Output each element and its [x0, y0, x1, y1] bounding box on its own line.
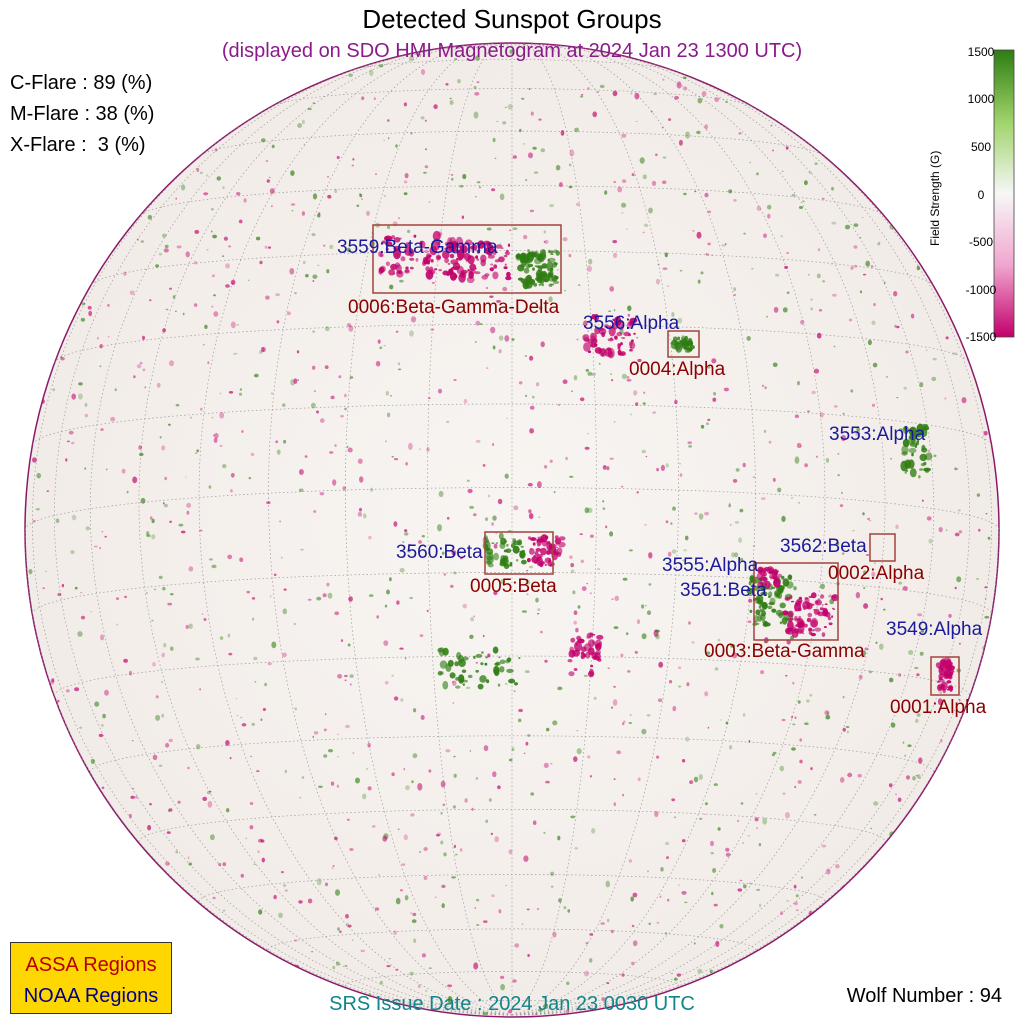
assa-label-0001[interactable]: 0001:Alpha	[890, 697, 987, 718]
region-box-0006[interactable]	[372, 224, 562, 294]
colorbar-tick: -1500	[965, 330, 997, 344]
region-box-0002[interactable]	[869, 533, 896, 562]
noaa-label-3555[interactable]: 3555:Alpha	[662, 555, 759, 576]
noaa-label-3556[interactable]: 3556:Alpha	[583, 313, 680, 334]
c-flare-probability: C-Flare : 89 (%)	[10, 72, 153, 94]
noaa-label-3562[interactable]: 3562:Beta	[780, 536, 867, 557]
colorbar-tick: -1000	[965, 283, 997, 297]
assa-label-0002[interactable]: 0002:Alpha	[828, 563, 925, 584]
m-flare-probability: M-Flare : 38 (%)	[10, 103, 155, 125]
colorbar-tick: 1000	[967, 92, 995, 106]
page-title: Detected Sunspot Groups	[362, 4, 662, 34]
colorbar-tick: 1500	[967, 45, 995, 59]
colorbar-tick: 500	[970, 140, 992, 154]
legend-box	[10, 942, 172, 1014]
legend-assa-regions: ASSA Regions	[25, 954, 157, 976]
region-box-0005[interactable]	[484, 531, 554, 575]
page-subtitle: (displayed on SDO HMI Magnetogram at 202…	[221, 40, 803, 62]
colorbar-tick: 0	[977, 188, 985, 202]
noaa-label-3553[interactable]: 3553:Alpha	[829, 424, 926, 445]
srs-issue-date: SRS Issue Date : 2024 Jan 23 0030 UTC	[329, 993, 695, 1015]
heliographic-grid	[25, 43, 999, 1016]
colorbar-tick: -500	[968, 235, 994, 249]
assa-label-0006[interactable]: 0006:Beta-Gamma-Delta	[348, 297, 560, 318]
legend-noaa-regions: NOAA Regions	[23, 985, 159, 1007]
colorbar	[993, 49, 1015, 338]
noaa-label-3549[interactable]: 3549:Alpha	[886, 619, 983, 640]
wolf-number: Wolf Number : 94	[846, 985, 1002, 1007]
region-box-0004[interactable]	[667, 330, 700, 358]
noaa-label-3561[interactable]: 3561:Beta	[680, 580, 767, 601]
noaa-label-3559[interactable]: 3559:Beta-Gamma	[337, 237, 498, 258]
assa-label-0003[interactable]: 0003:Beta-Gamma	[704, 641, 865, 662]
region-box-0003[interactable]	[753, 562, 839, 641]
assa-label-0004[interactable]: 0004:Alpha	[629, 359, 726, 380]
region-boxes	[372, 224, 960, 696]
magnetic-field-patches	[28, 43, 991, 1016]
x-flare-probability: X-Flare : 3 (%)	[10, 134, 146, 156]
assa-label-0005[interactable]: 0005:Beta	[470, 576, 557, 597]
region-box-0001[interactable]	[930, 656, 960, 696]
colorbar-title: Field Strength (G)	[928, 150, 942, 246]
noaa-label-3560[interactable]: 3560:Beta	[396, 542, 483, 563]
